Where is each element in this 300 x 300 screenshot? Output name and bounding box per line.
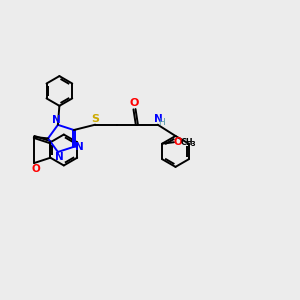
Text: CH: CH xyxy=(180,138,193,147)
Text: N: N xyxy=(154,114,162,124)
Text: N: N xyxy=(75,142,84,152)
Text: 3: 3 xyxy=(191,141,196,147)
Text: O: O xyxy=(173,137,182,147)
Text: O: O xyxy=(31,164,40,174)
Text: H: H xyxy=(158,118,165,127)
Text: N: N xyxy=(55,152,64,162)
Text: O: O xyxy=(130,98,139,108)
Text: N: N xyxy=(52,115,61,125)
Text: S: S xyxy=(91,114,99,124)
